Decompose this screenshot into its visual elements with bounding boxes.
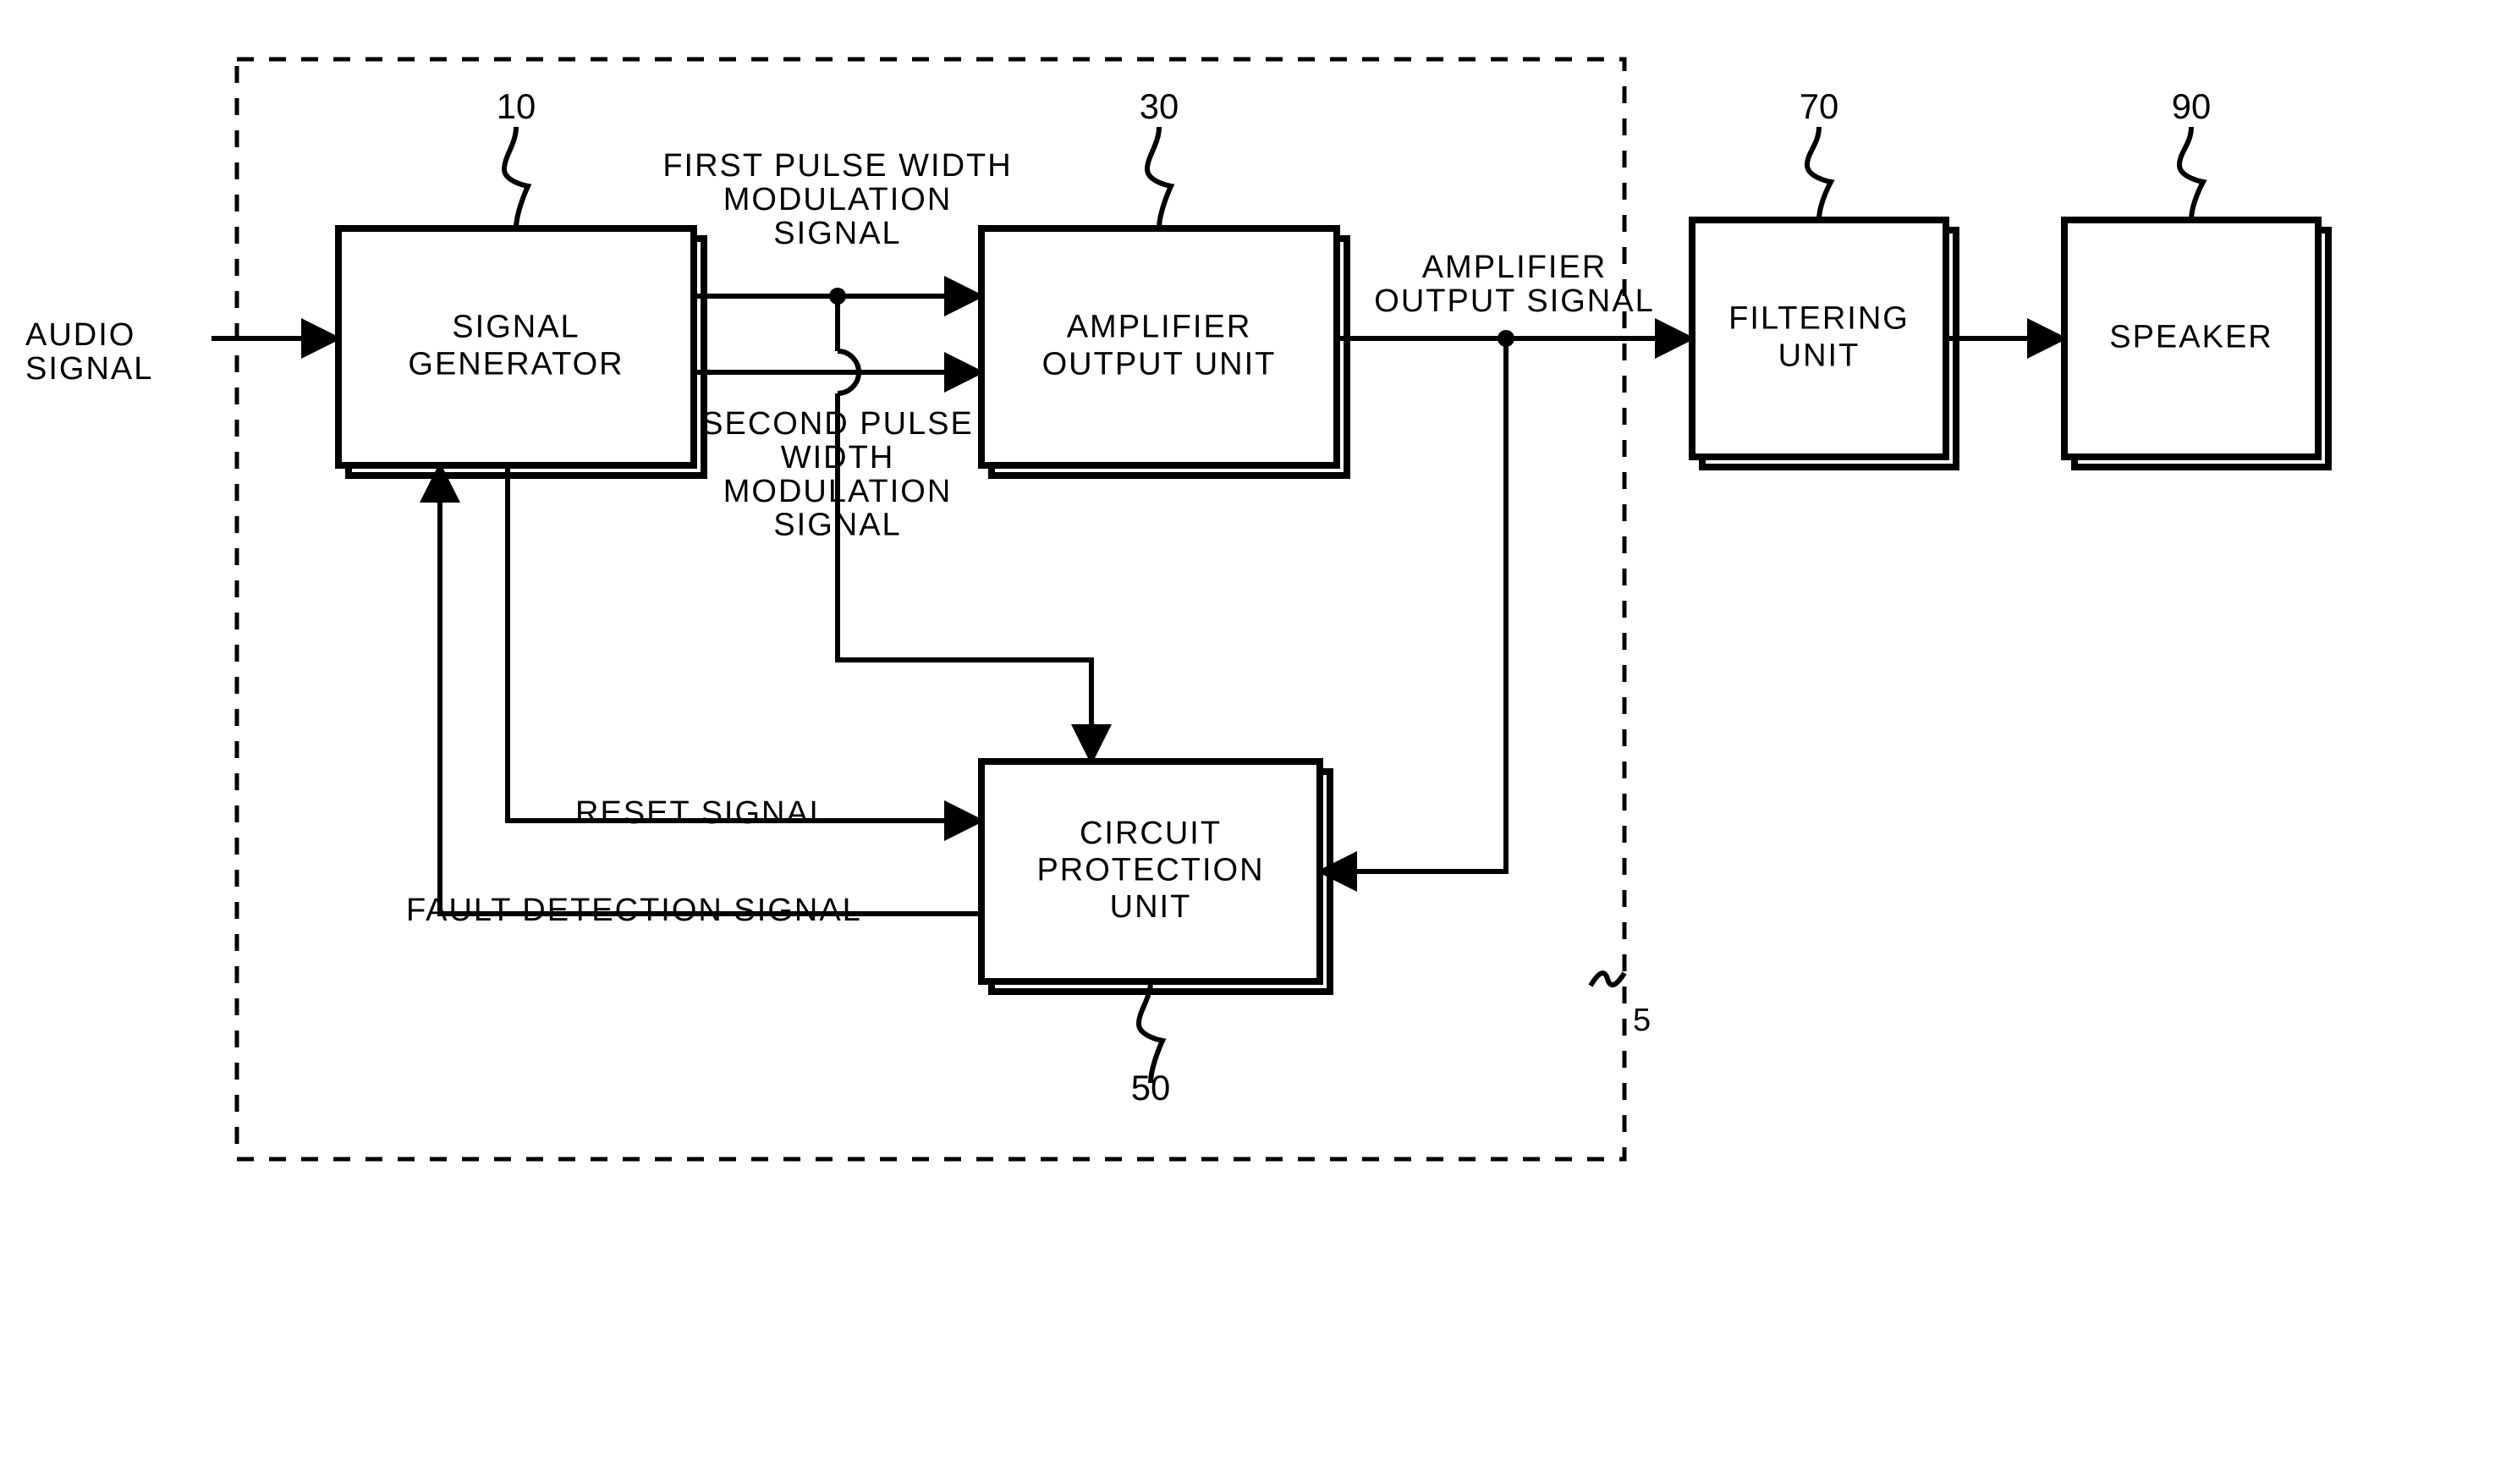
amp_out-label: AMPLIFIEROUTPUT UNIT xyxy=(1042,310,1277,382)
label-reset: RESET SIGNAL xyxy=(575,795,829,831)
speaker-refnum: 90 xyxy=(2172,86,2212,126)
junction-dot-1 xyxy=(1498,330,1514,347)
label-dashed_num: 5 xyxy=(1633,1003,1652,1038)
filtering-refnum: 70 xyxy=(1800,86,1839,126)
amp_out-refnum: 30 xyxy=(1140,86,1179,126)
label-audio: AUDIOSIGNAL xyxy=(25,317,153,387)
signal_gen-refnum: 10 xyxy=(497,86,536,126)
junction-dot-0 xyxy=(829,288,846,305)
ref-squiggle-2 xyxy=(1807,127,1831,220)
label-fault: FAULT DETECTION SIGNAL xyxy=(406,893,862,928)
ref-squiggle-3 xyxy=(2179,127,2203,220)
ref-squiggle-0 xyxy=(504,127,528,228)
label-amp_signal: AMPLIFIEROUTPUT SIGNAL xyxy=(1374,250,1654,319)
speaker-label: SPEAKER xyxy=(2109,319,2273,355)
label-first_pwm: FIRST PULSE WIDTHMODULATIONSIGNAL xyxy=(662,148,1012,251)
edge-reset_edge xyxy=(508,465,981,821)
dashed-ref-squiggle xyxy=(1591,973,1624,986)
dashed-container xyxy=(237,59,1624,1159)
label-second_pwm: SECOND PULSEWIDTHMODULATIONSIGNAL xyxy=(701,406,974,543)
ref-squiggle-1 xyxy=(1147,127,1171,228)
